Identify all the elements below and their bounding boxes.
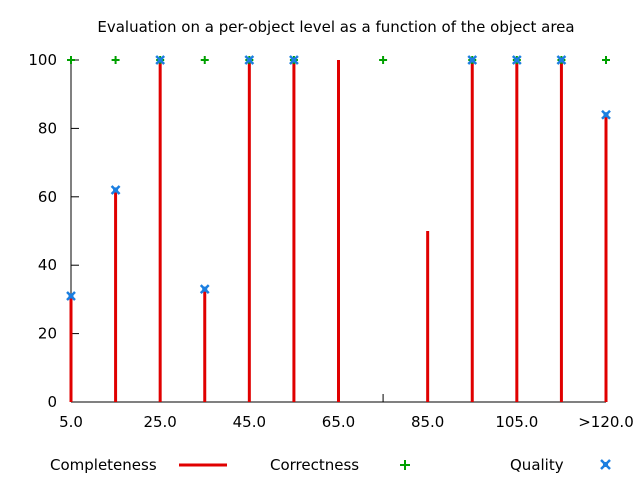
y-tick-label: 40 [38,256,57,274]
quality-point [511,55,522,65]
correctness-point [111,56,120,64]
legend-label-completeness: Completeness [50,456,157,474]
quality-point [66,291,76,301]
quality-point [155,55,166,65]
x-tick-label: 105.0 [495,413,538,431]
y-tick-label: 0 [47,393,57,411]
quality-point [467,55,478,65]
x-tick-label: 25.0 [143,413,176,431]
quality-point [244,55,255,65]
legend-swatch-quality [600,459,611,470]
quality-point [556,55,567,65]
y-tick-label: 80 [38,119,57,137]
axes: 0 20 40 60 80 100 5.0 25.0 45.0 65.0 85.0 105.0 >120… [28,51,633,431]
legend-label-quality: Quality [510,456,564,474]
x-tick-label: 65.0 [322,413,355,431]
legend-swatch-correctness [400,460,410,470]
x-tick-label: 45.0 [233,413,266,431]
y-tick-label: 20 [38,325,57,343]
quality-series [66,55,611,301]
quality-point [110,185,121,195]
correctness-point [379,56,388,64]
x-tick-label: 5.0 [59,413,83,431]
correctness-point [602,56,610,64]
x-tick-label: >120.0 [578,413,634,431]
y-tick-label: 60 [38,188,57,206]
quality-point [199,284,210,295]
correctness-point [67,56,75,64]
quality-point [289,55,299,65]
y-tick-label: 100 [28,51,57,69]
legend: Completeness Correctness Quality [50,456,611,474]
chart-title: Evaluation on a per-object level as a fu… [97,18,574,36]
completeness-series [69,60,608,402]
quality-point [601,109,611,120]
legend-label-correctness: Correctness [270,456,359,474]
correctness-point [200,56,209,64]
x-tick-label: 85.0 [411,413,444,431]
